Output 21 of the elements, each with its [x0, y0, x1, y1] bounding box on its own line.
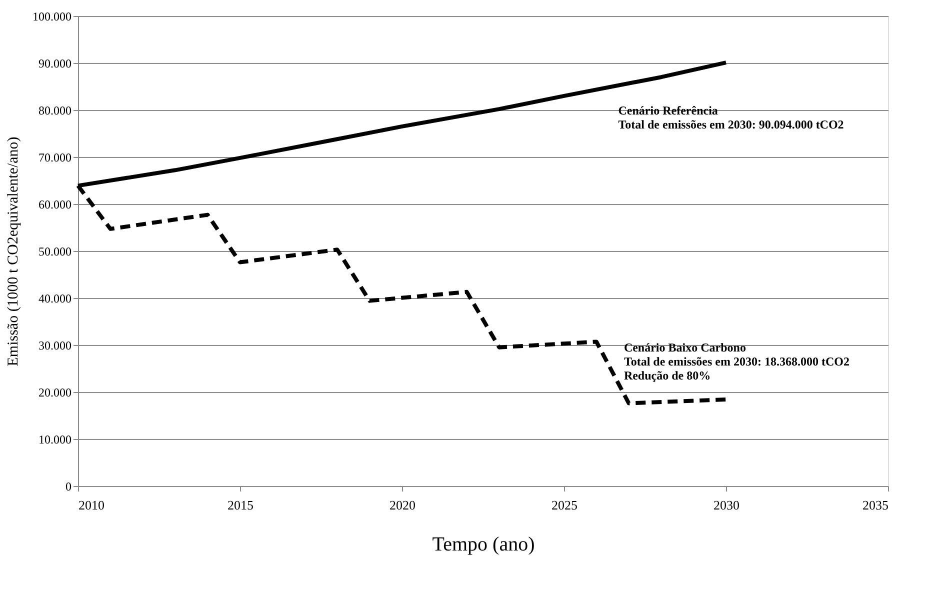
x-tick-label: 2010	[78, 498, 104, 512]
y-tick-label: 10.000	[38, 432, 72, 446]
y-tick-label: 100.000	[32, 10, 72, 24]
y-tick-label: 60.000	[38, 198, 72, 212]
y-tick-label: 90.000	[38, 56, 72, 70]
annotation: Cenário Baixo Carbono Total de emissões em 2030: 18.368.000 tCO2 Redução de 80%	[624, 340, 850, 383]
x-tick-label: 2020	[390, 498, 416, 512]
x-tick-label: 2015	[228, 498, 254, 512]
y-tick-label: 30.000	[38, 338, 72, 352]
y-axis-title: Emissão (1000 t CO2equivalente/ano)	[6, 136, 22, 366]
x-tick-label: 2030	[714, 498, 740, 512]
y-tick-label: 0	[66, 480, 72, 494]
y-tick-label: 50.000	[38, 244, 72, 258]
y-tick-label: 40.000	[38, 292, 72, 306]
annotation: Cenário Referência Total de emissões em 2030: 90.094.000 tCO2	[618, 103, 844, 132]
x-tick-label: 2035	[862, 498, 888, 512]
y-tick-label: 20.000	[38, 386, 72, 400]
y-tick-label: 70.000	[38, 150, 72, 164]
x-axis-title: Tempo (ano)	[432, 534, 535, 556]
y-tick-label: 80.000	[38, 104, 72, 118]
x-tick-label: 2025	[552, 498, 578, 512]
